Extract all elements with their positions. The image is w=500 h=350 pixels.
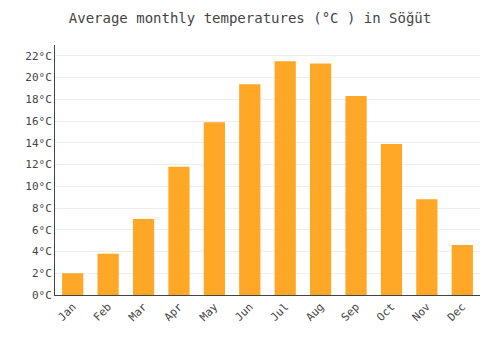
svg-text:20°C: 20°C — [25, 71, 52, 84]
svg-text:Oct: Oct — [374, 301, 397, 324]
svg-text:8°C: 8°C — [32, 202, 52, 215]
svg-text:10°C: 10°C — [25, 180, 52, 193]
svg-text:Dec: Dec — [445, 301, 468, 324]
svg-text:Apr: Apr — [162, 300, 186, 324]
svg-text:6°C: 6°C — [32, 224, 52, 237]
svg-text:Jul: Jul — [268, 301, 291, 324]
svg-text:16°C: 16°C — [25, 115, 52, 128]
svg-text:Feb: Feb — [91, 301, 114, 324]
svg-text:4°C: 4°C — [32, 245, 52, 258]
svg-text:May: May — [197, 300, 221, 324]
svg-text:22°C: 22°C — [25, 50, 52, 63]
svg-text:Jun: Jun — [233, 301, 256, 324]
svg-text:2°C: 2°C — [32, 267, 52, 280]
svg-text:18°C: 18°C — [25, 93, 52, 106]
svg-text:12°C: 12°C — [25, 158, 52, 171]
svg-text:Nov: Nov — [410, 300, 434, 324]
svg-text:Aug: Aug — [303, 301, 326, 324]
svg-text:Jan: Jan — [55, 301, 78, 324]
svg-text:0°C: 0°C — [32, 289, 52, 302]
svg-text:Mar: Mar — [126, 300, 150, 324]
svg-text:14°C: 14°C — [25, 137, 52, 150]
svg-text:Sep: Sep — [339, 301, 362, 324]
svg-text:Average monthly temperatures (: Average monthly temperatures (°C ) in Sö… — [69, 10, 431, 26]
